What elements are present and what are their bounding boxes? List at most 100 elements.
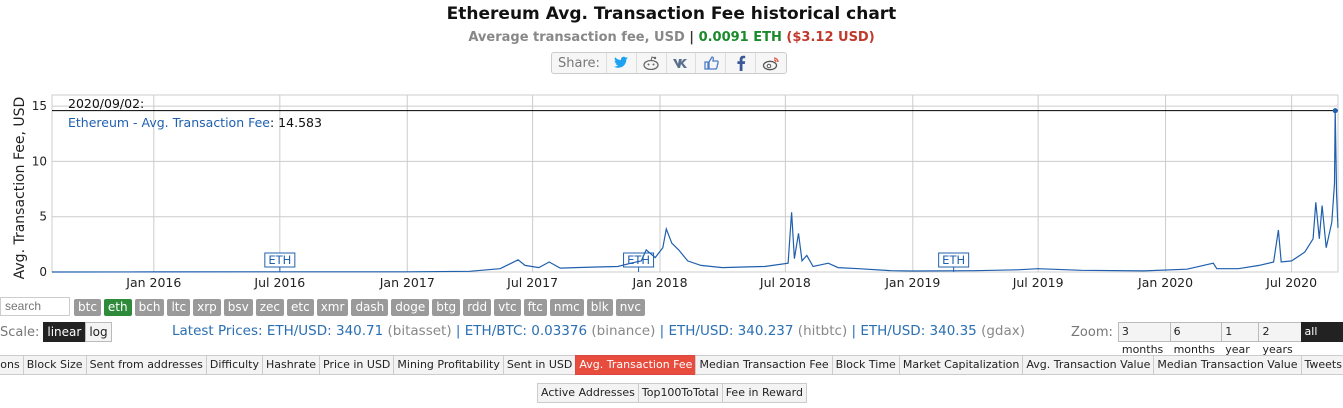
share-bar: Share: bbox=[551, 52, 787, 74]
zoom-all-time-button[interactable]: all time bbox=[1300, 322, 1343, 356]
coin-button-dash[interactable]: dash bbox=[351, 299, 389, 316]
coin-button-rdd[interactable]: rdd bbox=[463, 299, 492, 316]
tooltip-value: : 14.583 bbox=[270, 115, 322, 130]
coin-button-btg[interactable]: btg bbox=[432, 299, 461, 316]
nav-active-addresses[interactable]: Active Addresses bbox=[537, 383, 639, 403]
series-line-eth-fee bbox=[51, 110, 1339, 273]
coin-button-etc[interactable]: etc bbox=[287, 299, 314, 316]
price-3-source: (hitbtc) bbox=[797, 323, 848, 339]
nav-hashrate[interactable]: Hashrate bbox=[261, 355, 321, 375]
nav-tweets[interactable]: Tweets bbox=[1300, 355, 1343, 375]
nav-price-in-usd[interactable]: Price in USD bbox=[319, 355, 395, 375]
weibo-icon[interactable] bbox=[756, 53, 786, 73]
coin-button-nmc[interactable]: nmc bbox=[549, 299, 584, 316]
coin-button-eth[interactable]: eth bbox=[103, 299, 132, 316]
y-tick-label: 15 bbox=[32, 99, 47, 113]
like-icon[interactable] bbox=[696, 53, 727, 73]
coin-list: btc eth bch ltc xrp bsv zec etc xmr dash doge btg rd… bbox=[74, 296, 648, 316]
hover-point bbox=[1332, 108, 1338, 114]
x-tick-labels: Jan 2016 Jul 2016 Jan 2017 Jul 2017 Jan 2018… bbox=[125, 275, 1317, 290]
coin-button-xrp[interactable]: xrp bbox=[193, 299, 221, 316]
metric-nav-row-2: Active Addresses Top100ToTotal Fee in Rewa… bbox=[0, 383, 1343, 403]
price-1-source: (bitasset) bbox=[387, 323, 452, 339]
x-tick-label: Jul 2019 bbox=[1012, 275, 1064, 290]
subtitle-value-eth: 0.0091 ETH bbox=[698, 30, 782, 45]
search-input[interactable] bbox=[0, 296, 70, 316]
nav-market-capitalization[interactable]: Market Capitalization bbox=[898, 355, 1024, 375]
nav-block-time[interactable]: Block Time bbox=[831, 355, 900, 375]
x-tick-label: Jul 2018 bbox=[759, 275, 811, 290]
nav-transactions[interactable]: Transactions bbox=[0, 355, 24, 375]
x-tick-label: Jul 2017 bbox=[506, 275, 558, 290]
zoom-6-months-button[interactable]: 6 months bbox=[1169, 322, 1223, 356]
x-tick-label: Jan 2018 bbox=[631, 275, 687, 290]
eth-marker[interactable]: ETH bbox=[264, 252, 296, 272]
coin-button-vtc[interactable]: vtc bbox=[494, 299, 521, 316]
zoom-1-year-button[interactable]: 1 year bbox=[1221, 322, 1260, 356]
coin-button-ftc[interactable]: ftc bbox=[523, 299, 547, 316]
coin-button-xmr[interactable]: xmr bbox=[316, 299, 349, 316]
tooltip-date: 2020/09/02: bbox=[68, 96, 144, 111]
coin-button-doge[interactable]: doge bbox=[391, 299, 430, 316]
zoom-3-months-button[interactable]: 3 months bbox=[1117, 322, 1171, 356]
zoom-label: Zoom: bbox=[1071, 324, 1113, 340]
chart-markers: ETH ETH ETH bbox=[264, 252, 970, 272]
y-tick-labels: 0 5 10 15 bbox=[32, 99, 47, 279]
zoom-2-years-button[interactable]: 2 years bbox=[1258, 322, 1302, 356]
prices-label: Latest Prices: bbox=[172, 323, 263, 339]
nav-median-transaction-value[interactable]: Median Transaction Value bbox=[1153, 355, 1302, 375]
latest-prices: Latest Prices: ETH/USD: 340.71 (bitasset… bbox=[172, 323, 1025, 339]
nav-fee-in-reward[interactable]: Fee in Reward bbox=[721, 383, 807, 403]
price-separator: | bbox=[659, 323, 665, 339]
subtitle-value-usd: ($3.12 USD) bbox=[786, 30, 875, 45]
coin-button-bch[interactable]: bch bbox=[134, 299, 165, 316]
price-4-source: (gdax) bbox=[981, 323, 1026, 339]
eth-marker[interactable]: ETH bbox=[623, 252, 655, 272]
tooltip-series: Ethereum - Avg. Transaction Fee: 14.583 bbox=[68, 115, 322, 130]
y-tick-label: 5 bbox=[39, 210, 47, 224]
x-tick-label: Jan 2016 bbox=[125, 275, 181, 290]
scale-log-button[interactable]: log bbox=[85, 322, 112, 342]
price-2-source: (binance) bbox=[591, 323, 656, 339]
eth-marker-label: ETH bbox=[942, 253, 965, 267]
coin-button-nvc[interactable]: nvc bbox=[615, 299, 646, 316]
facebook-icon[interactable] bbox=[726, 53, 757, 73]
page-subtitle: Average transaction fee, USD | 0.0091 ET… bbox=[0, 30, 1343, 45]
y-tick-label: 10 bbox=[32, 154, 47, 168]
x-tick-label: Jan 2020 bbox=[1137, 275, 1193, 290]
coin-button-blk[interactable]: blk bbox=[586, 299, 613, 316]
scale-label: Scale: bbox=[0, 324, 40, 340]
nav-block-size[interactable]: Block Size bbox=[22, 355, 87, 375]
nav-avg-transaction-value[interactable]: Avg. Transaction Value bbox=[1022, 355, 1155, 375]
nav-top100tototal[interactable]: Top100ToTotal bbox=[637, 383, 723, 403]
zoom-selector: Zoom: 3 months 6 months 1 year 2 years a… bbox=[1071, 322, 1343, 356]
coin-button-ltc[interactable]: ltc bbox=[167, 299, 191, 316]
coin-button-zec[interactable]: zec bbox=[255, 299, 285, 316]
price-2: ETH/BTC: 0.03376 bbox=[464, 323, 588, 339]
nav-difficulty[interactable]: Difficulty bbox=[205, 355, 263, 375]
nav-sent-in-usd[interactable]: Sent in USD bbox=[502, 355, 577, 375]
nav-sent-from-addresses[interactable]: Sent from addresses bbox=[85, 355, 207, 375]
price-separator: | bbox=[851, 323, 857, 339]
scale-selector: Scale: linear log bbox=[0, 322, 112, 342]
coin-filter-row: btcethbchltcxrpbsvzecetcxmrdashdogebtgrd… bbox=[0, 296, 648, 316]
vk-icon[interactable] bbox=[667, 53, 697, 73]
price-3: ETH/USD: 340.237 bbox=[668, 323, 794, 339]
reddit-icon[interactable] bbox=[637, 53, 667, 73]
nav-avg-transaction-fee[interactable]: Avg. Transaction Fee bbox=[575, 355, 697, 375]
x-tick-label: Jan 2017 bbox=[379, 275, 435, 290]
nav-median-transaction-fee[interactable]: Median Transaction Fee bbox=[695, 355, 833, 375]
page-title: Ethereum Avg. Transaction Fee historical… bbox=[446, 4, 897, 24]
price-1: ETH/USD: 340.71 bbox=[266, 323, 384, 339]
coin-button-btc[interactable]: btc bbox=[74, 299, 101, 316]
scale-linear-button[interactable]: linear bbox=[43, 322, 86, 342]
subtitle-separator: | bbox=[689, 30, 695, 45]
eth-marker[interactable]: ETH bbox=[938, 252, 970, 272]
y-tick-label: 0 bbox=[39, 265, 47, 279]
x-tick-label: Jan 2019 bbox=[884, 275, 940, 290]
nav-mining-profitability[interactable]: Mining Profitability bbox=[393, 355, 504, 375]
coin-button-bsv[interactable]: bsv bbox=[223, 299, 253, 316]
twitter-icon[interactable] bbox=[607, 53, 637, 73]
